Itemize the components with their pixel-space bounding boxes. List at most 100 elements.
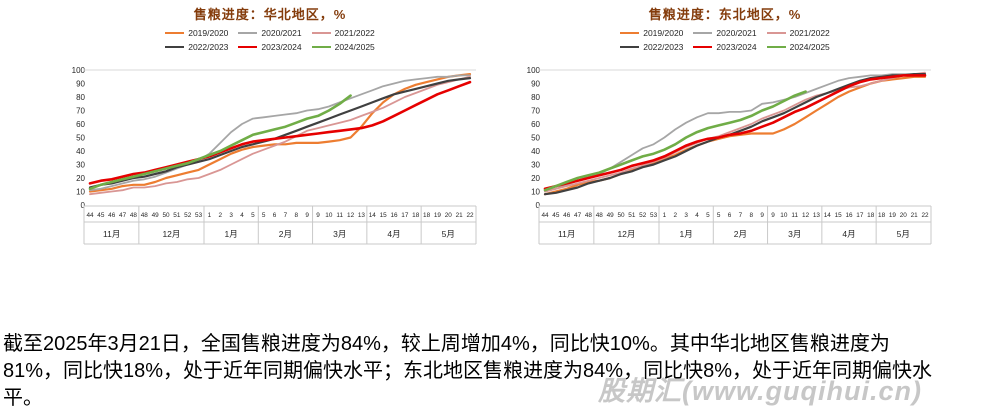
chart-legend: 2019/2020 2020/2021 2021/2022 2022/2023 202…	[0, 26, 540, 54]
y-tick-label: 30	[531, 160, 540, 169]
summary-line-2: 81%，同比快18%，处于近年同期偏快水平；东北地区售粮进度为84%，同比快8%…	[3, 360, 932, 382]
y-tick-label: 50	[531, 133, 540, 142]
y-tick-label: 10	[76, 187, 85, 196]
y-tick-label: 10	[531, 187, 540, 196]
y-tick-label: 0	[81, 201, 86, 210]
week-tick-label: 8	[295, 212, 299, 219]
legend-item-2020-2021: 2020/2021	[238, 28, 302, 38]
week-tick-label: 15	[835, 212, 843, 219]
month-label: 11月	[558, 229, 575, 239]
legend-item-2019-2020: 2019/2020	[165, 28, 228, 38]
month-label: 3月	[788, 229, 801, 239]
month-label: 5月	[897, 229, 910, 239]
legend-line-swatch	[238, 45, 258, 49]
week-tick-label: 19	[889, 212, 897, 219]
week-tick-label: 47	[119, 212, 127, 219]
week-tick-label: 49	[607, 212, 615, 219]
week-tick-label: 4	[240, 212, 244, 219]
legend-line-swatch	[165, 31, 185, 35]
y-tick-label: 20	[531, 174, 540, 183]
plot-area: 0 10 20 30 40 50 60 70 80 90 100 11月 12月 1月 2月 3月 4月 5月 44…	[0, 60, 540, 260]
series-line-2023-2024	[88, 80, 472, 185]
series-line-2024-2025	[543, 90, 807, 192]
week-tick-label: 20	[445, 212, 453, 219]
legend-item-2023-2024: 2023/2024	[693, 42, 757, 52]
week-tick-label: 10	[780, 212, 788, 219]
month-label: 2月	[734, 229, 747, 239]
week-tick-label: 19	[434, 212, 442, 219]
legend-label: 2022/2023	[188, 42, 229, 52]
series-line-2020-2021	[89, 74, 471, 192]
week-tick-label: 1	[208, 212, 212, 219]
week-tick-label: 12	[347, 212, 355, 219]
chart-title: 售粮进度：东北地区，%	[648, 7, 802, 22]
week-tick-label: 45	[552, 212, 560, 219]
week-tick-label: 48	[596, 212, 604, 219]
series-line-2021-2022	[544, 71, 926, 193]
week-tick-label: 49	[152, 212, 160, 219]
week-tick-label: 9	[316, 212, 320, 219]
week-tick-label: 5	[717, 212, 721, 219]
month-label: 1月	[225, 229, 238, 239]
legend-row-1: 2019/2020 2020/2021 2021/2022	[0, 26, 540, 40]
week-tick-label: 5	[262, 212, 266, 219]
week-tick-label: 44	[541, 212, 549, 219]
legend-label: 2020/2021	[261, 28, 302, 38]
y-tick-label: 80	[76, 93, 85, 102]
y-tick-label: 90	[76, 79, 85, 88]
legend-item-2021-2022: 2021/2022	[311, 28, 375, 38]
week-tick-label: 51	[173, 212, 181, 219]
month-label: 2月	[279, 229, 292, 239]
legend-item-2024-2025: 2024/2025	[311, 42, 375, 52]
week-tick-label: 50	[162, 212, 170, 219]
month-label: 1月	[680, 229, 693, 239]
legend-label: 2023/2024	[261, 42, 302, 52]
week-tick-label: 18	[878, 212, 886, 219]
y-tick-label: 0	[536, 201, 541, 210]
y-tick-label: 60	[76, 120, 85, 129]
week-tick-label: 6	[728, 212, 732, 219]
week-tick-label: 1	[663, 212, 667, 219]
week-tick-label: 7	[739, 212, 743, 219]
week-tick-label: 13	[813, 212, 821, 219]
week-tick-label: 3	[229, 212, 233, 219]
week-tick-label: 9	[760, 212, 764, 219]
week-tick-label: 48	[141, 212, 149, 219]
y-tick-label: 30	[76, 160, 85, 169]
week-tick-label: 45	[97, 212, 105, 219]
week-tick-label: 5	[706, 212, 710, 219]
legend-line-swatch	[311, 31, 331, 35]
week-tick-label: 52	[639, 212, 647, 219]
week-tick-label: 11	[791, 212, 798, 219]
legend-label: 2019/2020	[188, 28, 229, 38]
legend-label: 2019/2020	[643, 28, 684, 38]
chart-northeast-china: 售粮进度：东北地区，% 2019/2020 2020/2021 2021/2022 …	[455, 0, 955, 262]
week-tick-label: 3	[684, 212, 688, 219]
month-label: 3月	[333, 229, 346, 239]
month-label: 12月	[162, 229, 180, 239]
week-tick-label: 18	[867, 212, 875, 219]
week-tick-label: 12	[802, 212, 810, 219]
legend-line-swatch	[693, 31, 713, 35]
week-tick-label: 10	[325, 212, 333, 219]
week-tick-label: 22	[921, 212, 929, 219]
legend-line-swatch	[620, 31, 640, 35]
legend-item-2020-2021: 2020/2021	[693, 28, 757, 38]
week-tick-label: 17	[401, 212, 409, 219]
week-tick-label: 51	[628, 212, 636, 219]
week-tick-label: 52	[184, 212, 192, 219]
legend-label: 2021/2022	[789, 28, 830, 38]
y-tick-label: 80	[531, 93, 540, 102]
week-tick-label: 47	[574, 212, 582, 219]
legend-row-2: 2022/2023 2023/2024 2024/2025	[455, 40, 995, 54]
y-tick-label: 70	[531, 106, 540, 115]
series-line-2024-2025	[88, 94, 352, 191]
week-tick-label: 4	[695, 212, 699, 219]
legend-row-1: 2019/2020 2020/2021 2021/2022	[455, 26, 995, 40]
legend-item-2022-2023: 2022/2023	[620, 42, 683, 52]
month-label: 12月	[617, 229, 635, 239]
week-tick-label: 53	[650, 212, 658, 219]
week-tick-label: 9	[305, 212, 309, 219]
